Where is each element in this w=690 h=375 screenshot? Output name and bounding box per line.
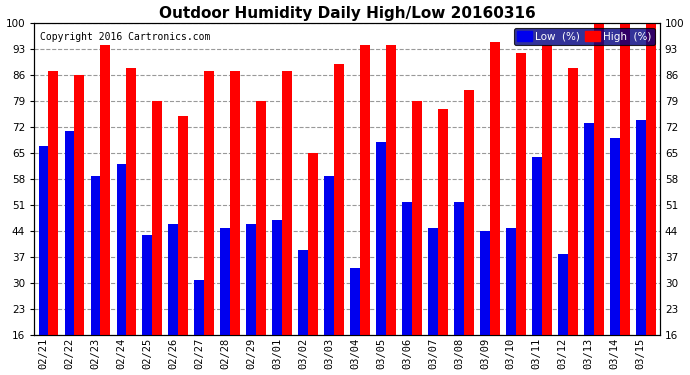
Bar [516,53,526,335]
Bar [65,131,75,335]
Bar [610,138,620,335]
Bar [376,142,386,335]
Bar [308,153,318,335]
Bar [490,42,500,335]
Bar [230,72,240,335]
Bar [324,176,334,335]
Bar [282,72,292,335]
Bar [454,202,464,335]
Bar [101,45,110,335]
Bar [402,202,412,335]
Bar [142,235,152,335]
Bar [480,231,490,335]
Bar [584,123,594,335]
Bar [568,68,578,335]
Bar [246,224,256,335]
Bar [178,116,188,335]
Text: Copyright 2016 Cartronics.com: Copyright 2016 Cartronics.com [41,33,211,42]
Legend: Low  (%), High  (%): Low (%), High (%) [513,28,655,45]
Bar [298,250,308,335]
Bar [48,72,59,335]
Bar [273,220,282,335]
Bar [386,45,396,335]
Bar [620,23,629,335]
Bar [90,176,101,335]
Bar [542,45,552,335]
Bar [117,164,126,335]
Bar [204,72,214,335]
Bar [168,224,178,335]
Bar [506,228,516,335]
Bar [152,101,162,335]
Bar [256,101,266,335]
Bar [351,268,360,335]
Bar [646,23,656,335]
Bar [360,45,370,335]
Bar [558,254,568,335]
Title: Outdoor Humidity Daily High/Low 20160316: Outdoor Humidity Daily High/Low 20160316 [159,6,535,21]
Bar [428,228,438,335]
Bar [334,64,344,335]
Bar [126,68,136,335]
Bar [195,280,204,335]
Bar [438,109,448,335]
Bar [75,75,84,335]
Bar [412,101,422,335]
Bar [464,90,474,335]
Bar [532,157,542,335]
Bar [594,23,604,335]
Bar [635,120,646,335]
Bar [220,228,230,335]
Bar [39,146,48,335]
